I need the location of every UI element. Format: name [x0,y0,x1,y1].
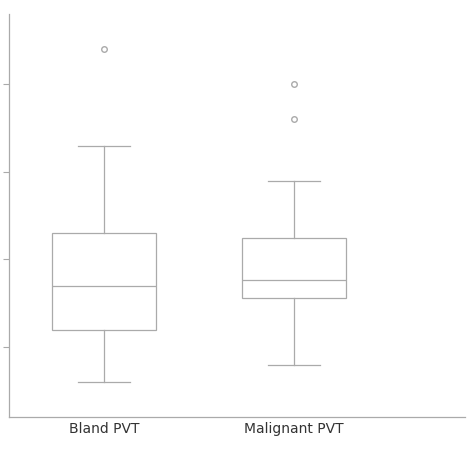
PathPatch shape [52,233,156,329]
PathPatch shape [242,238,346,298]
